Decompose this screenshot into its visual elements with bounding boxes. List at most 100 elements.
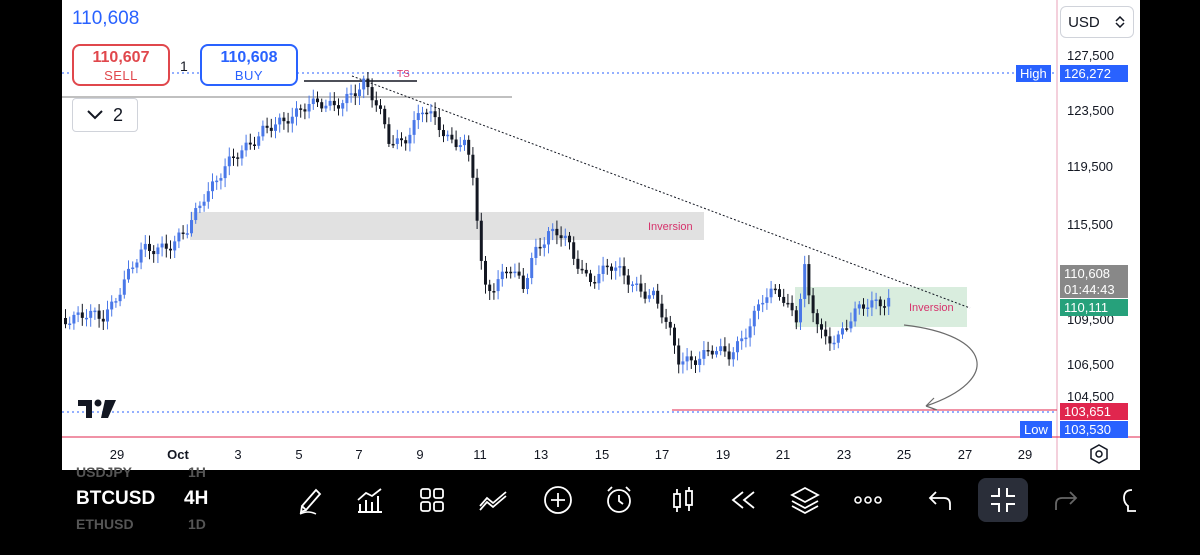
symbol-selector[interactable]: BTCUSD [76, 488, 156, 509]
candle-body [849, 321, 853, 329]
time-tick: Oct [167, 447, 189, 462]
candle-body [505, 271, 508, 274]
candlestick-icon[interactable] [667, 484, 699, 516]
candle-body [408, 134, 412, 144]
candle-body [618, 266, 622, 268]
candle-body [320, 102, 324, 109]
candle-body [807, 264, 811, 296]
candle-body [164, 243, 168, 249]
buy-price: 110,608 [220, 49, 278, 66]
candle-body [857, 304, 861, 309]
candle-body [509, 271, 513, 274]
candle-body [454, 139, 458, 148]
more-icon[interactable] [852, 484, 884, 516]
candle-body [551, 228, 555, 232]
candle-body [702, 350, 706, 359]
chart-screen[interactable]: TS Inversion Inversion 110,608 110,607 S… [62, 0, 1140, 530]
undo-icon[interactable] [924, 484, 956, 516]
candle-body [362, 78, 366, 90]
time-tick: 19 [715, 447, 731, 462]
candle-body [584, 269, 588, 274]
candle-body [463, 139, 466, 146]
candle-body [379, 105, 382, 109]
candle-body [324, 105, 328, 109]
candle-body [316, 98, 319, 103]
candlestick-series [64, 72, 891, 374]
sell-button[interactable]: 110,607 SELL [72, 44, 170, 86]
candle-body [299, 108, 303, 110]
candle-body [841, 328, 844, 335]
candle-body [433, 111, 437, 118]
candle-body [471, 154, 475, 178]
candle-body [131, 267, 135, 270]
candle-body [677, 345, 681, 365]
candle-body [303, 109, 307, 112]
chevron-down-icon [87, 110, 103, 120]
candle-body [248, 142, 252, 145]
add-icon[interactable] [542, 484, 574, 516]
buy-button[interactable]: 110,608 BUY [200, 44, 298, 86]
sell-label: SELL [104, 68, 138, 83]
bulb-icon[interactable] [1114, 484, 1140, 516]
candle-body [206, 191, 210, 202]
projection-arrowhead [925, 397, 938, 411]
timeframe-selector[interactable]: 4H [184, 488, 209, 509]
candle-body [790, 302, 794, 311]
candle-body [593, 282, 597, 284]
candle-body [429, 111, 433, 114]
candle-body [736, 341, 739, 353]
candle-body [752, 310, 756, 327]
candle-body [450, 134, 454, 140]
high-value: 126,272 [1060, 65, 1128, 82]
countdown-tag: 01:44:43 [1060, 281, 1128, 298]
candle-body [761, 302, 765, 305]
trendline-tool-icon[interactable] [477, 484, 509, 516]
candle-body [778, 289, 781, 297]
candle-body [114, 301, 118, 303]
candle-body [866, 307, 870, 310]
time-tick: 13 [533, 447, 549, 462]
candle-body [664, 317, 668, 322]
candle-body [181, 232, 185, 235]
pen-icon[interactable] [294, 484, 326, 516]
candle-body [412, 120, 416, 135]
currency-select[interactable]: USD [1060, 6, 1134, 38]
candle-body [353, 93, 357, 97]
price-tick: 127,500 [1067, 48, 1114, 63]
candle-body [757, 304, 760, 311]
alert-icon[interactable] [603, 484, 635, 516]
buy-label: BUY [234, 68, 264, 83]
candle-body [370, 87, 374, 101]
redo-icon[interactable] [1050, 484, 1082, 516]
candle-body [538, 246, 542, 249]
candle-body [479, 220, 483, 261]
candle-body [820, 324, 823, 330]
candle-body [689, 356, 693, 361]
inversion-label-bottom: Inversion [909, 302, 954, 314]
collapse-icon[interactable] [987, 484, 1019, 516]
symbol-ghost-bottom: ETHUSD [76, 516, 134, 532]
candle-body [832, 342, 836, 345]
candle-body [694, 360, 697, 365]
time-tick: 15 [594, 447, 610, 462]
candle-body [530, 257, 534, 279]
time-tick: 27 [957, 447, 973, 462]
candle-body [555, 228, 559, 236]
candle-body [177, 232, 181, 242]
candle-body [232, 156, 235, 159]
candle-body [597, 273, 601, 284]
layers-icon[interactable] [789, 484, 821, 516]
candle-body [500, 271, 504, 280]
replay-icon[interactable] [727, 484, 759, 516]
templates-icon[interactable] [416, 484, 448, 516]
quantity[interactable]: 1 [180, 58, 188, 74]
last-price: 110,608 [72, 8, 140, 29]
currency-label: USD [1068, 13, 1100, 31]
indicators-icon[interactable] [354, 484, 386, 516]
price-chart[interactable]: TS Inversion Inversion [62, 0, 1140, 470]
settings-icon[interactable] [1089, 444, 1109, 464]
candle-body [118, 294, 122, 302]
candle-body [152, 251, 156, 255]
candle-body [391, 143, 395, 146]
layers-toggle[interactable]: 2 [72, 98, 138, 132]
